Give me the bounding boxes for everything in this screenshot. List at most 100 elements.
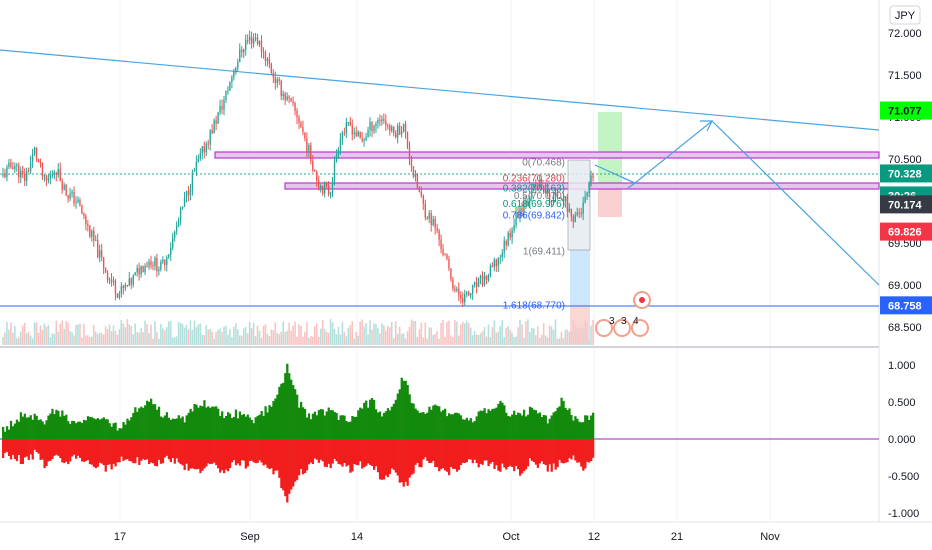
oscillator-positive-bar: [369, 399, 372, 439]
fib-level-label: 1(69.411): [523, 246, 565, 257]
candle-body: [205, 143, 207, 153]
volume-bar: [246, 333, 249, 345]
oscillator-positive-bar: [75, 423, 78, 439]
oscillator-negative-bar: [268, 439, 271, 470]
volume-bar: [323, 328, 326, 345]
volume-bar: [160, 323, 162, 345]
time-tick-label: 12: [588, 531, 600, 543]
volume-bar: [179, 322, 182, 345]
volume-bar: [39, 325, 42, 345]
oscillator-negative-bar: [153, 439, 157, 466]
descending-trendline[interactable]: [0, 49, 880, 131]
candle-body: [22, 170, 24, 175]
oscillator-positive-bar: [96, 418, 99, 439]
oscillator-negative-bar: [412, 439, 415, 474]
candle-body: [213, 120, 215, 134]
oscillator-positive-bar: [226, 412, 230, 439]
oscillator-negative-bar: [155, 439, 159, 467]
oscillator-positive-bar: [337, 420, 340, 439]
candle-body: [63, 184, 65, 190]
volume-bar: [173, 337, 176, 345]
candle-body: [57, 168, 59, 175]
oscillator-negative-bar: [207, 439, 210, 464]
candle-body: [100, 250, 103, 258]
oscillator-negative-bar: [116, 439, 119, 463]
oscillator-positive-bar: [260, 411, 263, 439]
oscillator-axis-labels[interactable]: 1.000 0.500 0.000 -0.500 -1.000: [888, 360, 919, 520]
oscillator-positive-bar: [422, 412, 425, 439]
oscillator-negative-bar: [294, 439, 297, 482]
oscillator-positive-bar: [69, 423, 72, 439]
candle-body: [120, 286, 123, 294]
projection-path[interactable]: [594, 120, 880, 286]
oscillator-positive-bar: [339, 415, 342, 439]
candle-body: [256, 37, 259, 45]
time-tick-label: Sep: [240, 531, 260, 543]
candle-body: [426, 217, 428, 219]
candle-body: [385, 120, 387, 126]
oscillator-positive-bar: [110, 426, 113, 439]
candle-body: [566, 196, 569, 211]
candle-body: [519, 208, 521, 218]
candle-body: [420, 191, 423, 197]
event-markers[interactable]: 3 3 4: [595, 291, 651, 337]
candle-body: [67, 195, 69, 199]
oscillator-positive-bar: [276, 394, 279, 439]
oscillator-positive-bar: [428, 406, 431, 439]
oscillator-negative-bar: [270, 439, 273, 469]
oscillator-positive-bar: [451, 414, 455, 439]
oscillator-positive-bar: [475, 416, 478, 439]
oscillator-negative-bar: [453, 439, 457, 469]
candle-body: [8, 162, 10, 168]
candle-body: [128, 278, 130, 286]
volume-bar: [242, 328, 245, 345]
candle-body: [325, 183, 328, 186]
oscillator-negative-bar: [325, 439, 328, 468]
volume-bar: [404, 338, 407, 345]
time-axis-labels[interactable]: 17 Sep 14 Oct 12 21 Nov: [114, 531, 780, 543]
oscillator-negative-bar: [355, 439, 358, 465]
volume-bar: [521, 324, 523, 345]
volume-bar: [65, 320, 67, 345]
volume-bar: [146, 324, 148, 345]
volume-bar: [481, 331, 484, 345]
candle-body: [37, 158, 40, 163]
candle-body: [523, 201, 525, 212]
target-zone[interactable]: [598, 112, 622, 186]
fib-retracement-box[interactable]: [567, 159, 591, 251]
candle-body: [521, 208, 523, 212]
event-marker-icon-3[interactable]: [613, 319, 631, 337]
oscillator-positive-bar: [2, 427, 5, 439]
projection-range-red[interactable]: [570, 306, 590, 344]
oscillator-negative-bar: [530, 439, 534, 461]
oscillator-positive-bar: [426, 412, 429, 439]
long-position-tool[interactable]: [598, 112, 622, 217]
oscillator-positive-bar: [438, 406, 441, 439]
oscillator-negative-bar: [378, 439, 382, 480]
oscillator-positive-bar: [292, 385, 295, 439]
oscillator-negative-bar: [321, 439, 324, 462]
oscillator-negative-bar: [353, 439, 356, 465]
candle-body: [264, 52, 267, 61]
volume-bar: [396, 333, 399, 345]
volume-bar: [171, 337, 174, 345]
oscillator-negative-bar: [499, 439, 502, 472]
event-marker-icon-4[interactable]: [631, 319, 649, 337]
resistance-zone[interactable]: [214, 151, 880, 159]
candle-body: [572, 216, 574, 222]
candle-body: [35, 147, 38, 159]
currency-badge[interactable]: [889, 5, 921, 25]
candle-body: [314, 170, 316, 172]
oscillator-negative-bar: [120, 439, 123, 457]
oscillator-positive-bar: [128, 420, 131, 439]
candle-body: [45, 175, 48, 181]
candle-body: [2, 173, 4, 176]
candle-body: [239, 49, 241, 62]
oscillator-negative-bar: [323, 439, 326, 467]
volume-bar: [175, 336, 178, 345]
stop-zone[interactable]: [598, 186, 622, 217]
volume-bar: [493, 320, 496, 345]
oscillator-positive-bar: [150, 398, 153, 439]
event-marker-icon-2[interactable]: [595, 319, 613, 337]
